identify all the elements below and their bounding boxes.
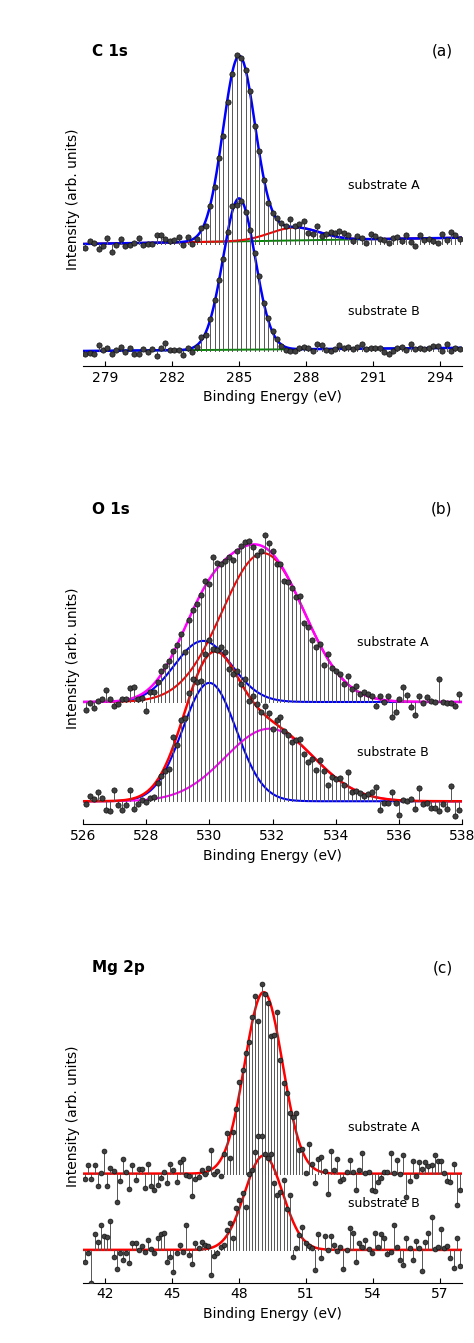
Text: substrate B: substrate B (357, 747, 428, 759)
Y-axis label: Intensity (arb. units): Intensity (arb. units) (66, 587, 80, 729)
Text: C 1s: C 1s (92, 43, 128, 59)
Text: substrate B: substrate B (348, 1197, 420, 1210)
Text: substrate A: substrate A (357, 635, 428, 649)
Text: (b): (b) (431, 502, 453, 517)
Y-axis label: Intensity (arb. units): Intensity (arb. units) (66, 1046, 80, 1187)
Text: Mg 2p: Mg 2p (92, 960, 145, 975)
Text: O 1s: O 1s (92, 502, 130, 517)
Text: substrate A: substrate A (348, 179, 420, 192)
X-axis label: Binding Energy (eV): Binding Energy (eV) (203, 391, 342, 404)
Text: substrate B: substrate B (348, 305, 420, 318)
X-axis label: Binding Energy (eV): Binding Energy (eV) (203, 849, 342, 862)
Text: (c): (c) (432, 960, 453, 975)
Y-axis label: Intensity (arb. units): Intensity (arb. units) (66, 129, 80, 270)
Text: substrate A: substrate A (348, 1120, 420, 1133)
Text: (a): (a) (431, 43, 453, 59)
X-axis label: Binding Energy (eV): Binding Energy (eV) (203, 1307, 342, 1322)
